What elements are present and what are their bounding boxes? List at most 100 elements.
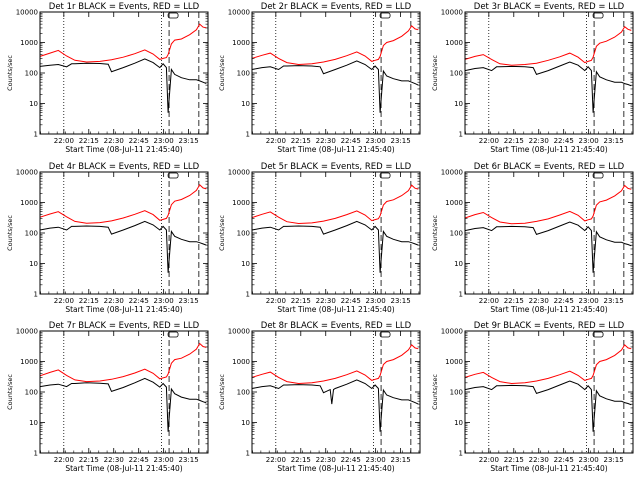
y-tick-label: 1 bbox=[34, 291, 38, 299]
x-axis-label: Start Time (08-Jul-11 21:45:40) bbox=[490, 145, 607, 154]
panel-title: Det 7r BLACK = Events, RED = LLD bbox=[49, 321, 200, 331]
x-tick-label: 23:00 bbox=[579, 297, 599, 305]
series-line-events bbox=[39, 220, 207, 273]
y-axis-label: Counts/sec bbox=[431, 374, 439, 410]
y-tick-label: 1000 bbox=[20, 39, 38, 47]
series-line-events bbox=[39, 377, 207, 432]
series-line-lld bbox=[251, 184, 419, 225]
y-tick-label: 1000 bbox=[232, 39, 250, 47]
x-tick-label: 22:00 bbox=[479, 137, 499, 145]
y-tick-label: 1000 bbox=[232, 358, 250, 366]
flag-marker bbox=[167, 331, 179, 338]
y-tick-label: 10000 bbox=[228, 9, 250, 17]
x-tick-label: 22:30 bbox=[316, 297, 336, 305]
series-line-lld bbox=[39, 342, 207, 383]
x-tick-label: 23:15 bbox=[390, 297, 410, 305]
flag-marker bbox=[592, 172, 604, 179]
x-axis-label: Start Time (08-Jul-11 21:45:40) bbox=[490, 305, 607, 314]
x-tick-label: 22:30 bbox=[529, 297, 549, 305]
panel-title: Det 3r BLACK = Events, RED = LLD bbox=[474, 2, 625, 12]
y-tick-label: 1000 bbox=[445, 39, 463, 47]
series-line-events bbox=[251, 379, 419, 432]
flag-marker bbox=[379, 172, 391, 179]
series-line-events bbox=[39, 58, 207, 113]
y-tick-label: 1000 bbox=[20, 358, 38, 366]
series-line-lld bbox=[39, 23, 207, 63]
x-tick-label: 22:45 bbox=[129, 297, 149, 305]
x-axis-label: Start Time (08-Jul-11 21:45:40) bbox=[277, 464, 394, 473]
x-tick-label: 22:15 bbox=[79, 137, 99, 145]
plot-frame bbox=[251, 11, 421, 135]
x-tick-label: 22:00 bbox=[266, 456, 286, 464]
y-tick-label: 1000 bbox=[445, 358, 463, 366]
flag-marker bbox=[379, 12, 391, 19]
panel-title: Det 1r BLACK = Events, RED = LLD bbox=[49, 2, 200, 12]
x-tick-label: 22:30 bbox=[104, 456, 124, 464]
y-axis-label: Counts/sec bbox=[431, 215, 439, 251]
detector-panel-1: Det 1r BLACK = Events, RED = LLD 1 10 100 10… bbox=[6, 2, 209, 154]
x-tick-label: 22:30 bbox=[104, 137, 124, 145]
y-tick-label: 10 bbox=[454, 419, 463, 427]
plot-frame bbox=[39, 171, 209, 295]
x-tick-label: 23:00 bbox=[366, 456, 386, 464]
plot-frame bbox=[464, 171, 634, 295]
plot-frame bbox=[251, 330, 421, 454]
x-tick-label: 22:45 bbox=[129, 137, 149, 145]
x-tick-label: 22:00 bbox=[479, 297, 499, 305]
x-axis-label: Start Time (08-Jul-11 21:45:40) bbox=[277, 305, 394, 314]
flag-marker bbox=[592, 331, 604, 338]
detector-panel-9: Det 9r BLACK = Events, RED = LLD 1 10 100 10… bbox=[431, 321, 634, 473]
y-tick-label: 1 bbox=[34, 450, 38, 458]
x-tick-label: 22:00 bbox=[54, 137, 74, 145]
y-tick-label: 10 bbox=[241, 419, 250, 427]
x-tick-label: 22:45 bbox=[554, 297, 574, 305]
x-axis-label: Start Time (08-Jul-11 21:45:40) bbox=[65, 464, 182, 473]
panel-title: Det 2r BLACK = Events, RED = LLD bbox=[261, 2, 412, 12]
panel-title: Det 5r BLACK = Events, RED = LLD bbox=[261, 162, 412, 172]
x-tick-label: 22:45 bbox=[554, 456, 574, 464]
x-tick-label: 23:00 bbox=[366, 137, 386, 145]
x-tick-label: 22:30 bbox=[529, 137, 549, 145]
x-tick-label: 23:00 bbox=[154, 456, 174, 464]
x-tick-label: 23:15 bbox=[603, 137, 623, 145]
x-tick-label: 22:30 bbox=[316, 137, 336, 145]
plot-frame bbox=[251, 171, 421, 295]
y-axis-label: Counts/sec bbox=[431, 55, 439, 91]
x-tick-label: 23:15 bbox=[178, 137, 198, 145]
x-tick-label: 22:15 bbox=[291, 137, 311, 145]
x-tick-label: 23:00 bbox=[154, 297, 174, 305]
detector-panel-2: Det 2r BLACK = Events, RED = LLD 1 10 100 10… bbox=[218, 2, 421, 154]
x-tick-label: 23:15 bbox=[178, 456, 198, 464]
x-tick-label: 22:45 bbox=[129, 456, 149, 464]
y-tick-label: 100 bbox=[25, 230, 38, 238]
x-tick-label: 22:45 bbox=[341, 137, 361, 145]
x-tick-label: 22:15 bbox=[291, 297, 311, 305]
x-tick-label: 23:00 bbox=[154, 137, 174, 145]
y-tick-label: 1 bbox=[34, 131, 38, 139]
plot-frame bbox=[39, 11, 209, 135]
x-tick-label: 22:15 bbox=[504, 297, 524, 305]
flag-marker bbox=[592, 12, 604, 19]
x-tick-label: 22:45 bbox=[341, 456, 361, 464]
x-tick-label: 23:15 bbox=[603, 297, 623, 305]
panel-title: Det 4r BLACK = Events, RED = LLD bbox=[49, 162, 200, 172]
x-tick-label: 23:15 bbox=[603, 456, 623, 464]
plot-frame bbox=[464, 11, 634, 135]
x-tick-label: 22:15 bbox=[79, 456, 99, 464]
y-axis-label: Counts/sec bbox=[6, 55, 14, 91]
y-tick-label: 10 bbox=[29, 419, 38, 427]
panel-title: Det 8r BLACK = Events, RED = LLD bbox=[261, 321, 412, 331]
series-line-lld bbox=[464, 25, 632, 66]
y-tick-label: 100 bbox=[25, 389, 38, 397]
y-tick-label: 10000 bbox=[441, 9, 463, 17]
y-tick-label: 10 bbox=[454, 100, 463, 108]
y-tick-label: 10 bbox=[241, 100, 250, 108]
y-tick-label: 10 bbox=[29, 100, 38, 108]
y-tick-label: 10000 bbox=[441, 328, 463, 336]
y-tick-label: 10000 bbox=[228, 328, 250, 336]
y-tick-label: 1 bbox=[246, 450, 250, 458]
y-tick-label: 100 bbox=[25, 70, 38, 78]
x-tick-label: 22:00 bbox=[266, 137, 286, 145]
x-tick-label: 23:00 bbox=[366, 297, 386, 305]
